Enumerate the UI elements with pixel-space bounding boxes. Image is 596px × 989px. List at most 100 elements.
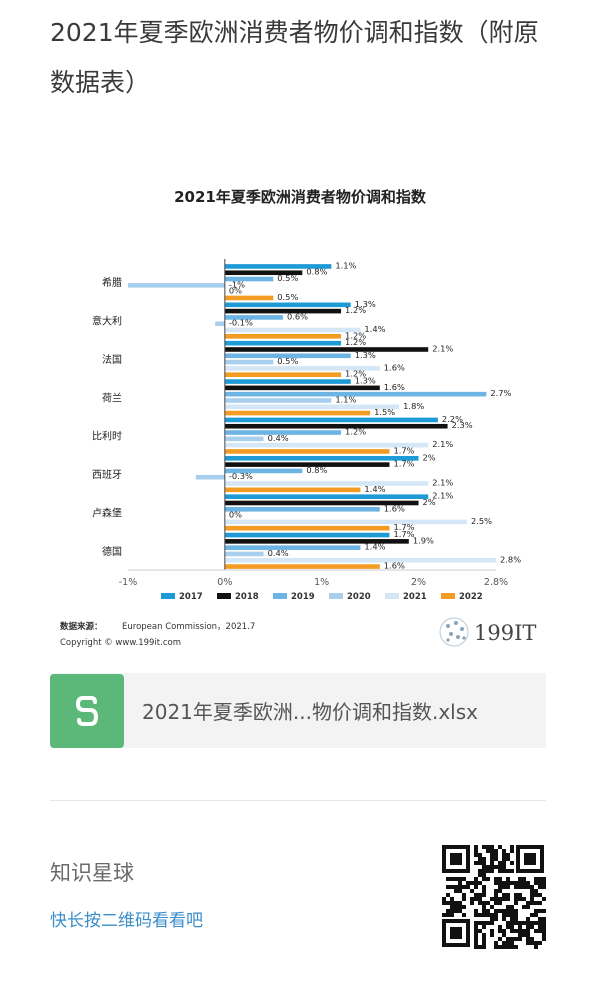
attachment-card[interactable]: 2021年夏季欧洲...物价调和指数.xlsx	[50, 673, 546, 748]
qr-module	[482, 893, 486, 897]
data-label: 0.4%	[268, 548, 289, 558]
qr-module	[534, 881, 538, 885]
qr-module	[478, 921, 482, 925]
bar-2021	[224, 404, 400, 410]
qr-module	[498, 945, 502, 949]
qr-module	[450, 897, 454, 901]
qr-module	[526, 929, 530, 933]
data-label: -0.1%	[229, 318, 253, 328]
bar-2022	[224, 564, 380, 569]
qr-module	[542, 909, 546, 913]
bar-2019	[224, 468, 303, 474]
qr-module	[514, 897, 518, 901]
bar-2022	[224, 525, 390, 531]
qr-module	[498, 885, 502, 889]
legend-label: 2020	[347, 592, 371, 602]
qr-module	[474, 945, 478, 949]
qr-module	[478, 897, 482, 901]
qr-module	[466, 885, 470, 889]
qr-module	[494, 913, 498, 917]
qr-module	[510, 937, 514, 941]
qr-module	[470, 889, 474, 893]
qr-module	[542, 921, 546, 925]
qr-module	[478, 869, 482, 873]
qr-module	[482, 913, 486, 917]
qr-module	[478, 945, 482, 949]
qr-module	[494, 849, 498, 853]
qr-finder-top-right	[516, 845, 544, 873]
qr-module	[518, 881, 522, 885]
qr-module	[482, 857, 486, 861]
bar-2020	[128, 283, 225, 288]
qr-module	[446, 885, 450, 889]
qr-module	[502, 945, 506, 949]
copyright-text: Copyright © www.199it.com	[60, 638, 181, 648]
qr-module	[506, 937, 510, 941]
qr-module	[530, 893, 534, 897]
qr-module	[478, 857, 482, 861]
qr-module	[450, 913, 454, 917]
legend-swatch-2017	[161, 593, 175, 599]
data-label: 1.7%	[393, 459, 414, 469]
qr-module	[522, 921, 526, 925]
qr-module	[458, 901, 462, 905]
qr-module	[486, 901, 490, 905]
qr-module	[482, 933, 486, 937]
qr-module	[498, 909, 502, 913]
qr-module	[534, 893, 538, 897]
data-label: 2.2%	[442, 414, 463, 424]
qr-module	[478, 881, 482, 885]
qr-module	[510, 945, 514, 949]
category-label: 希腊	[102, 276, 122, 289]
qr-module	[498, 845, 502, 849]
qr-module	[534, 901, 538, 905]
qr-module	[518, 897, 522, 901]
bar-2017	[224, 494, 429, 499]
bar-2019	[224, 391, 487, 397]
qr-module	[506, 925, 510, 929]
data-label: -1%	[229, 279, 245, 289]
qr-module	[494, 893, 498, 897]
data-label: 2.1%	[432, 439, 453, 449]
data-label: -0.3%	[229, 471, 253, 481]
qr-module	[474, 853, 478, 857]
qr-module	[522, 877, 526, 881]
qr-module	[506, 885, 510, 889]
page-title: 2021年夏季欧洲消费者物价调和指数（附原数据表）	[50, 18, 539, 97]
qr-module	[494, 909, 498, 913]
bar-2017	[224, 264, 332, 269]
qr-module	[506, 921, 510, 925]
qr-module	[498, 869, 502, 873]
qr-module	[538, 877, 542, 881]
qr-module	[474, 921, 478, 925]
bar-2021	[224, 327, 361, 333]
qr-module	[514, 929, 518, 933]
qr-module	[506, 893, 510, 897]
qr-module	[454, 901, 458, 905]
qr-module	[486, 909, 490, 913]
category-label: 德国	[102, 545, 122, 558]
qr-module	[482, 861, 486, 865]
qr-modules	[442, 845, 546, 949]
qr-module	[538, 881, 542, 885]
qr-module	[494, 877, 498, 881]
qr-module	[474, 885, 478, 889]
legend-swatch-2020	[329, 593, 343, 599]
qr-module	[530, 925, 534, 929]
qr-module	[482, 873, 486, 877]
qr-module	[490, 921, 494, 925]
qr-module	[542, 925, 546, 929]
qr-module	[538, 885, 542, 889]
qr-module	[502, 913, 506, 917]
s-letter-icon	[76, 695, 98, 726]
qr-module	[482, 845, 486, 849]
qr-module	[482, 937, 486, 941]
qr-module	[534, 945, 538, 949]
qr-module	[494, 917, 498, 921]
qr-code-icon[interactable]	[440, 843, 546, 949]
qr-module	[494, 853, 498, 857]
qr-module	[446, 909, 450, 913]
qr-module	[530, 885, 534, 889]
bar-2019	[224, 545, 361, 550]
qr-module	[490, 845, 494, 849]
